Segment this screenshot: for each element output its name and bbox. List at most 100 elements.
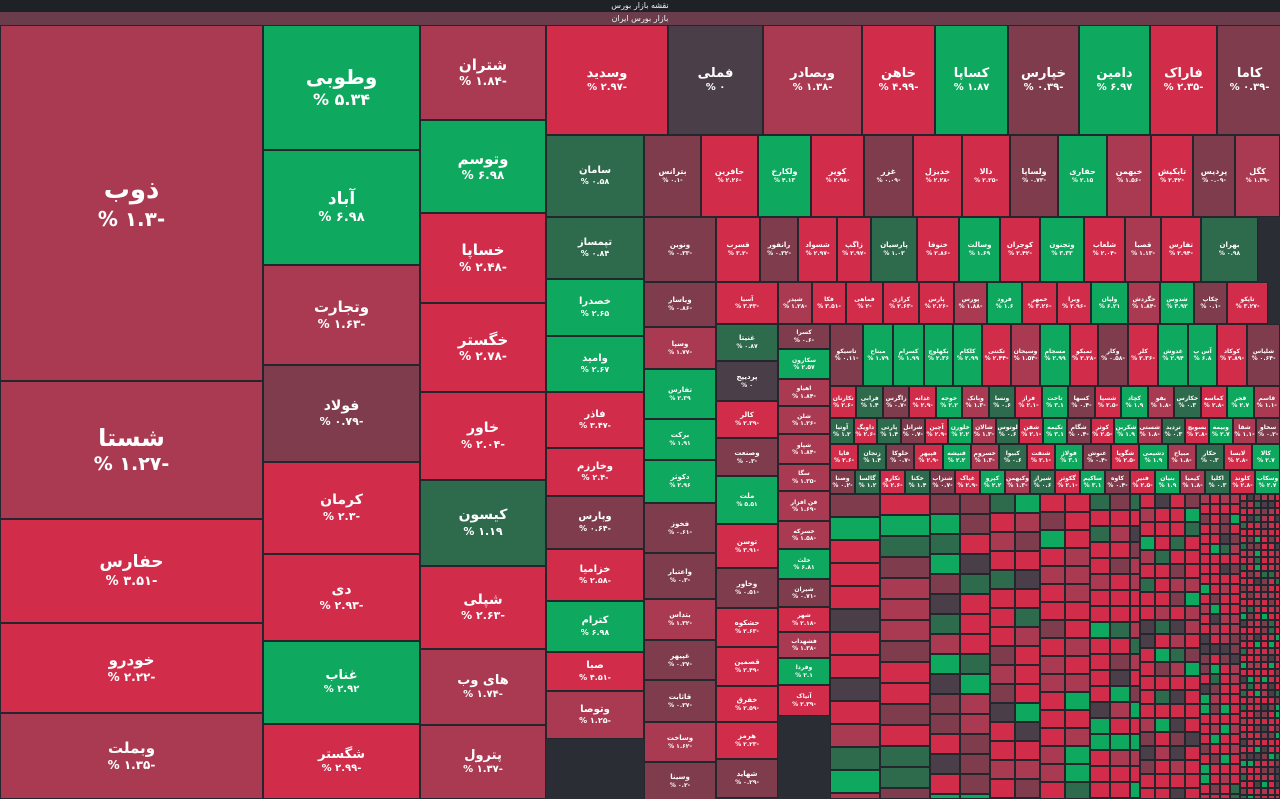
stock-tile[interactable]: شنفت -۲.۱ % [1026, 444, 1055, 470]
stock-tile[interactable] [1200, 774, 1210, 784]
stock-tile[interactable] [1230, 654, 1240, 664]
stock-tile[interactable]: شفا -۱.۱ % [1232, 418, 1257, 444]
stock-tile[interactable]: حفاری ۲.۱۵ % [1058, 135, 1107, 217]
stock-tile[interactable] [1200, 584, 1210, 594]
stock-tile[interactable] [990, 646, 1015, 665]
stock-tile[interactable] [1275, 536, 1280, 543]
stock-tile[interactable] [1261, 613, 1268, 620]
stock-tile[interactable] [1240, 669, 1247, 676]
stock-tile[interactable] [1110, 542, 1130, 558]
stock-tile[interactable] [1065, 494, 1090, 512]
stock-tile[interactable]: غدانه -۲.۹ % [909, 386, 936, 418]
stock-tile[interactable]: فخوز -۰.۶۱ % [644, 503, 716, 553]
stock-tile[interactable] [1275, 494, 1280, 501]
stock-tile[interactable] [1155, 606, 1170, 620]
stock-tile[interactable] [1254, 648, 1261, 655]
stock-tile[interactable]: کالر -۲.۳۹ % [716, 401, 778, 438]
stock-tile[interactable] [1200, 714, 1210, 724]
stock-tile[interactable] [1140, 662, 1155, 676]
stock-tile[interactable] [1230, 634, 1240, 644]
stock-tile[interactable] [1200, 554, 1210, 564]
stock-tile[interactable] [1220, 564, 1230, 574]
stock-tile[interactable] [1130, 590, 1140, 606]
stock-tile[interactable] [1254, 753, 1261, 760]
stock-tile[interactable] [1130, 638, 1140, 654]
stock-tile[interactable] [1220, 674, 1230, 684]
stock-tile[interactable] [1275, 564, 1280, 571]
stock-tile[interactable] [1268, 585, 1275, 592]
stock-tile[interactable]: فولاژ ۳.۱ % [1055, 444, 1084, 470]
stock-tile[interactable] [1140, 760, 1155, 774]
stock-tile[interactable] [1247, 781, 1254, 788]
stock-tile[interactable]: وتوصا -۱.۲۵ % [546, 691, 644, 739]
stock-tile[interactable] [1268, 620, 1275, 627]
stock-tile[interactable] [1247, 753, 1254, 760]
stock-tile[interactable] [1261, 508, 1268, 515]
stock-tile[interactable] [1170, 634, 1185, 648]
stock-tile[interactable] [1155, 732, 1170, 746]
stock-tile[interactable]: کوکاد -۲.۸۹ % [1217, 324, 1247, 386]
stock-tile[interactable]: تمبکو -۲.۲۸ % [1070, 324, 1098, 386]
stock-tile[interactable] [990, 665, 1015, 684]
stock-tile[interactable] [1268, 606, 1275, 613]
stock-tile[interactable] [1261, 795, 1268, 799]
stock-tile[interactable] [1220, 654, 1230, 664]
stock-tile[interactable] [1200, 704, 1210, 714]
stock-tile[interactable]: کوثر -۲.۵ % [1090, 418, 1115, 444]
stock-tile[interactable] [1240, 732, 1247, 739]
stock-tile[interactable] [1220, 744, 1230, 754]
stock-tile[interactable] [1254, 676, 1261, 683]
stock-tile[interactable] [1275, 718, 1280, 725]
stock-tile[interactable] [1015, 532, 1040, 551]
stock-tile[interactable] [1220, 634, 1230, 644]
stock-tile[interactable] [1130, 606, 1140, 622]
stock-tile[interactable]: قصبا -۱.۱۳ % [1125, 217, 1161, 282]
stock-tile[interactable]: وسالت ۱.۶۹ % [959, 217, 1000, 282]
stock-tile[interactable]: پارسیان ۱.۰۳ % [871, 217, 917, 282]
stock-tile[interactable] [1247, 585, 1254, 592]
stock-tile[interactable] [1220, 594, 1230, 604]
stock-tile[interactable]: وبملت -۱.۳۵ % [0, 713, 263, 799]
stock-tile[interactable] [1240, 718, 1247, 725]
stock-tile[interactable] [1247, 571, 1254, 578]
stock-tile[interactable]: توسن -۳.۹۱ % [716, 524, 778, 568]
stock-tile[interactable] [1200, 494, 1210, 504]
stock-tile[interactable]: فولاد -۰.۷۹ % [263, 365, 420, 462]
stock-tile[interactable] [1140, 746, 1155, 760]
stock-tile[interactable] [1275, 522, 1280, 529]
stock-tile[interactable] [1185, 578, 1200, 592]
stock-tile[interactable] [1254, 795, 1261, 799]
stock-tile[interactable] [830, 586, 880, 609]
stock-tile[interactable]: سگا -۱.۳۵ % [778, 464, 830, 491]
stock-tile[interactable] [1254, 760, 1261, 767]
stock-tile[interactable] [1220, 504, 1230, 514]
stock-tile[interactable]: مسجام ۲.۹۹ % [1040, 324, 1070, 386]
stock-tile[interactable] [1170, 662, 1185, 676]
stock-tile[interactable] [1261, 739, 1268, 746]
stock-tile[interactable] [1261, 494, 1268, 501]
stock-tile[interactable] [1247, 767, 1254, 774]
stock-tile[interactable]: کیمیا -۱.۸ % [1180, 470, 1205, 494]
stock-tile[interactable] [1140, 536, 1155, 550]
stock-tile[interactable]: فاراک -۲.۳۵ % [1150, 25, 1217, 135]
stock-tile[interactable] [1015, 779, 1040, 798]
stock-tile[interactable] [1210, 754, 1220, 764]
stock-tile[interactable]: حشکوه -۲.۶۳ % [716, 608, 778, 647]
stock-tile[interactable] [1200, 624, 1210, 634]
stock-tile[interactable] [1210, 694, 1220, 704]
stock-tile[interactable] [1170, 676, 1185, 690]
stock-tile[interactable] [1110, 718, 1130, 734]
stock-tile[interactable] [1268, 683, 1275, 690]
stock-tile[interactable] [1254, 508, 1261, 515]
stock-tile[interactable]: خگستر -۲.۷۸ % [420, 303, 546, 392]
stock-tile[interactable] [1275, 788, 1280, 795]
stock-tile[interactable] [1247, 620, 1254, 627]
stock-tile[interactable] [1261, 732, 1268, 739]
stock-tile[interactable]: اکلیا ۰.۳ % [1205, 470, 1230, 494]
stock-tile[interactable] [830, 678, 880, 701]
stock-tile[interactable]: ذوب -۱.۳ % [0, 25, 263, 381]
stock-tile[interactable]: داویگ -۲.۶ % [853, 418, 878, 444]
stock-tile[interactable] [1090, 686, 1110, 702]
stock-tile[interactable]: وسکاب ۲.۷ % [1255, 470, 1280, 494]
stock-tile[interactable]: صبا -۴.۵۱ % [546, 652, 644, 691]
